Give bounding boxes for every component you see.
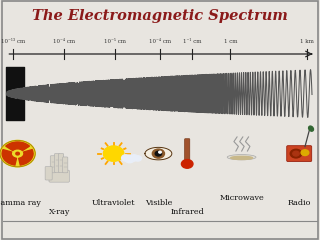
Circle shape — [159, 151, 161, 153]
FancyBboxPatch shape — [45, 167, 52, 180]
Ellipse shape — [308, 126, 314, 131]
Text: Radio: Radio — [287, 199, 311, 207]
Circle shape — [293, 151, 299, 156]
Wedge shape — [19, 150, 33, 165]
Circle shape — [122, 155, 130, 161]
Circle shape — [155, 151, 162, 156]
Circle shape — [152, 149, 164, 158]
Wedge shape — [2, 150, 17, 165]
Circle shape — [0, 140, 35, 167]
Text: 10⁻⁴ cm: 10⁻⁴ cm — [53, 39, 75, 44]
Polygon shape — [145, 147, 172, 160]
Circle shape — [181, 160, 193, 168]
FancyBboxPatch shape — [50, 156, 55, 173]
Circle shape — [14, 151, 21, 156]
Text: 10⁻⁵ cm: 10⁻⁵ cm — [104, 39, 126, 44]
Text: X-ray: X-ray — [49, 208, 70, 216]
Text: Microwave: Microwave — [219, 194, 264, 202]
Text: 1⁻¹ cm: 1⁻¹ cm — [183, 39, 201, 44]
Text: 1 km: 1 km — [300, 39, 314, 44]
Ellipse shape — [227, 155, 256, 160]
Text: Visible: Visible — [145, 199, 172, 207]
Wedge shape — [6, 142, 29, 150]
Circle shape — [290, 149, 302, 158]
FancyBboxPatch shape — [59, 154, 64, 172]
FancyBboxPatch shape — [287, 146, 312, 162]
Ellipse shape — [231, 156, 252, 160]
Circle shape — [130, 155, 138, 161]
Text: 10⁻⁴ cm: 10⁻⁴ cm — [149, 39, 171, 44]
FancyBboxPatch shape — [63, 157, 68, 173]
Circle shape — [103, 146, 124, 161]
FancyBboxPatch shape — [54, 154, 60, 172]
Text: Ultraviolet: Ultraviolet — [92, 199, 135, 207]
FancyBboxPatch shape — [49, 170, 69, 182]
Circle shape — [124, 155, 135, 163]
Text: 1 cm: 1 cm — [224, 39, 237, 44]
Text: Gamma ray: Gamma ray — [0, 199, 41, 207]
Circle shape — [16, 152, 20, 155]
FancyBboxPatch shape — [185, 139, 190, 164]
Text: Infrared: Infrared — [170, 208, 204, 216]
Text: 10⁻¹³ cm: 10⁻¹³ cm — [1, 39, 25, 44]
Circle shape — [134, 156, 141, 161]
Text: The Electromagnetic Spectrum: The Electromagnetic Spectrum — [32, 9, 288, 23]
Circle shape — [301, 150, 309, 156]
